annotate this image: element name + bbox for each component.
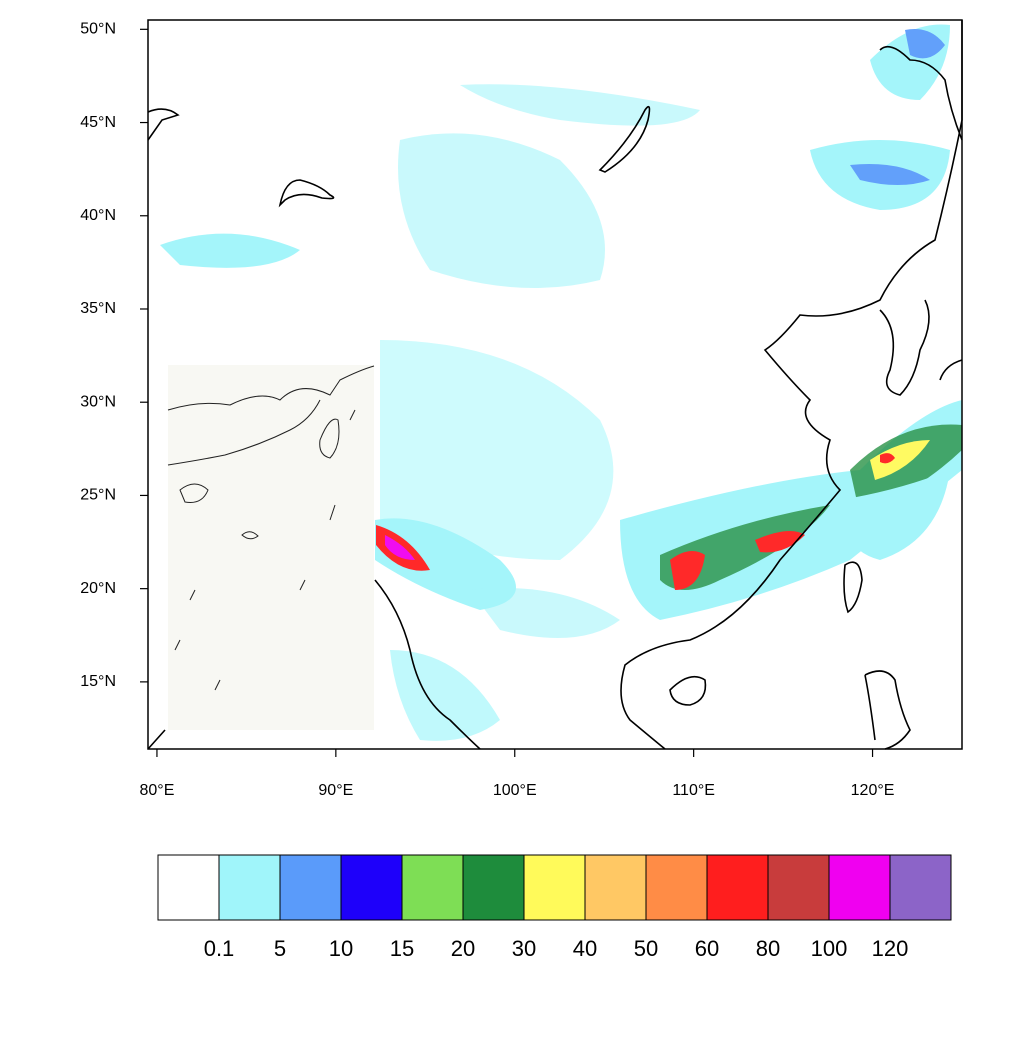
colorbar-label: 10 [329,936,353,961]
colorbar-label: 120 [872,936,909,961]
x-tick-label: 80°E [140,782,175,799]
colorbar-label: 50 [634,936,658,961]
colorbar-label: 100 [811,936,848,961]
coastlines [147,20,963,750]
y-tick-label: 40°N [80,207,116,224]
map-frame [147,19,963,750]
colorbar-box [889,854,952,921]
y-tick-label: 30°N [80,393,116,410]
precipitation-field [160,24,962,741]
colorbar-box [157,854,220,921]
colorbar-label: 20 [451,936,475,961]
colorbar-box [401,854,464,921]
colorbar-box [645,854,708,921]
colorbar-box [279,854,342,921]
colorbar-box [218,854,281,921]
colorbar-label: 60 [695,936,719,961]
y-tick-label: 50°N [80,21,116,38]
colorbar-box [462,854,525,921]
x-tick-label: 90°E [318,782,353,799]
y-tick-label: 35°N [80,300,116,317]
x-tick-label: 110°E [672,782,715,799]
x-tick-label: 100°E [493,782,537,799]
colorbar-box [828,854,891,921]
x-tick-label: 120°E [851,782,895,799]
colorbar-label: 0.1 [204,936,235,961]
y-tick-label: 20°N [80,580,116,597]
colorbar-label: 15 [390,936,414,961]
colorbar-label: 30 [512,936,536,961]
colorbar-box [584,854,647,921]
colorbar-box [767,854,830,921]
colorbar-label: 5 [274,936,286,961]
colorbar-label: 80 [756,936,780,961]
colorbar-box [340,854,403,921]
inset-panel [168,365,374,730]
y-tick-label: 15°N [80,673,116,690]
inset-map [167,365,375,730]
colorbar-label: 40 [573,936,597,961]
colorbar-box [706,854,769,921]
colorbar-box [523,854,586,921]
y-tick-label: 45°N [80,114,116,131]
y-tick-label: 25°N [80,487,116,504]
